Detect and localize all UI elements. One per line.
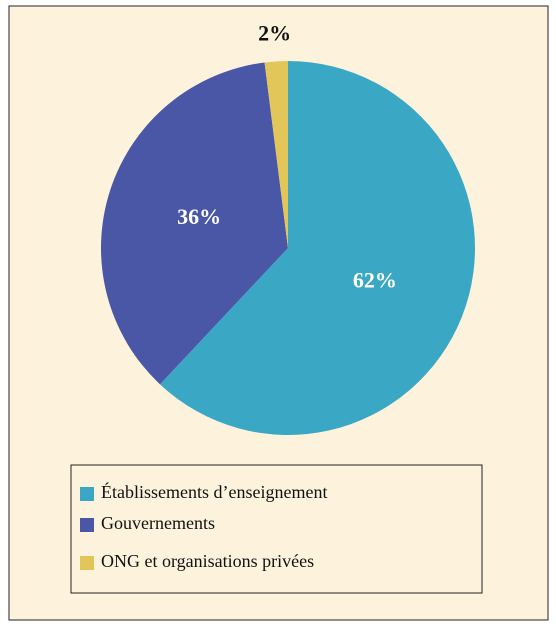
legend-label: Gouvernements [101,513,215,533]
legend-swatch [80,487,94,501]
data-label: 2% [258,20,291,45]
legend-label: ONG et organisations privées [101,551,314,571]
pie-slice [159,61,475,436]
pie-slice [101,62,288,385]
data-label: 36% [177,204,221,229]
data-label: 62% [353,267,397,292]
legend-box [70,464,483,594]
pie-slice [264,61,288,248]
legend-swatch [80,556,94,570]
legend-label: Établissements d’enseignement [101,481,327,502]
legend-swatch [80,518,94,532]
